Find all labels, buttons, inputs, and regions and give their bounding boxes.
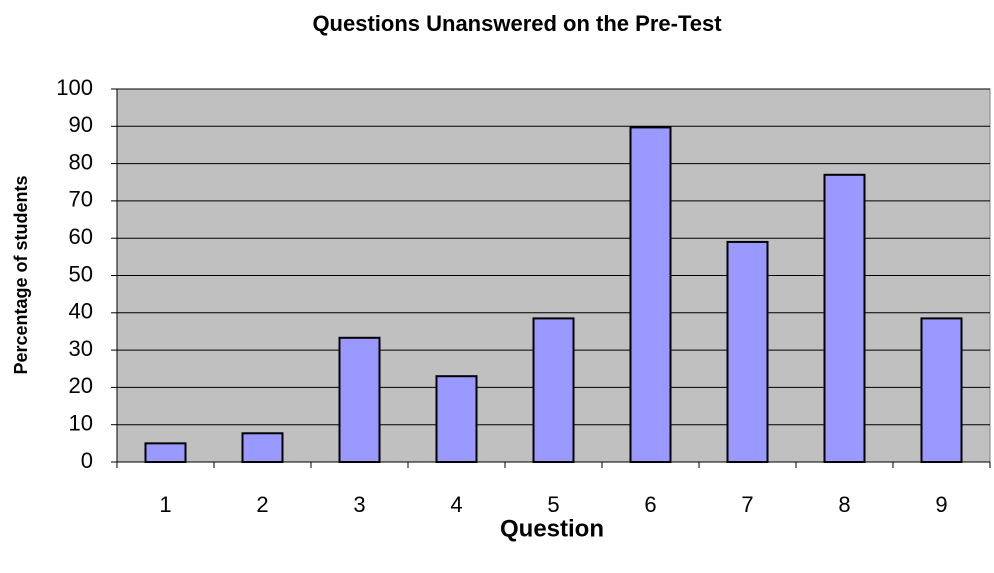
y-tick-label: 90 (69, 112, 93, 137)
bar (532, 317, 575, 463)
bar (435, 375, 478, 463)
y-tick-label: 60 (69, 224, 93, 249)
x-tick-label: 1 (159, 492, 171, 517)
x-tick-label: 6 (644, 492, 656, 517)
x-tick-label: 5 (547, 492, 559, 517)
y-tick-label: 80 (69, 149, 93, 174)
x-axis-label: Question (500, 515, 604, 542)
x-tick-label: 4 (450, 492, 462, 517)
x-tick-label: 2 (256, 492, 268, 517)
bar (338, 336, 381, 463)
y-tick-label: 20 (69, 373, 93, 398)
y-tick-label: 70 (69, 187, 93, 212)
y-tick-label: 30 (69, 336, 93, 361)
x-tick-label: 3 (353, 492, 365, 517)
bar (726, 240, 769, 463)
bar (241, 432, 284, 463)
y-tick-label: 10 (69, 411, 93, 436)
bar (144, 442, 187, 464)
y-tick-label: 50 (69, 261, 93, 286)
y-tick-label: 40 (69, 299, 93, 324)
y-tick-label: 100 (56, 75, 93, 100)
x-tick-label: 7 (741, 492, 753, 517)
chart-title: Questions Unanswered on the Pre-Test (312, 11, 722, 36)
bar (823, 173, 866, 463)
y-tick-label: 0 (81, 448, 93, 473)
x-tick-label: 8 (838, 492, 850, 517)
bar (629, 126, 672, 463)
y-axis-label: Percentage of students (11, 175, 31, 374)
bar (920, 317, 963, 463)
x-tick-label: 9 (935, 492, 947, 517)
